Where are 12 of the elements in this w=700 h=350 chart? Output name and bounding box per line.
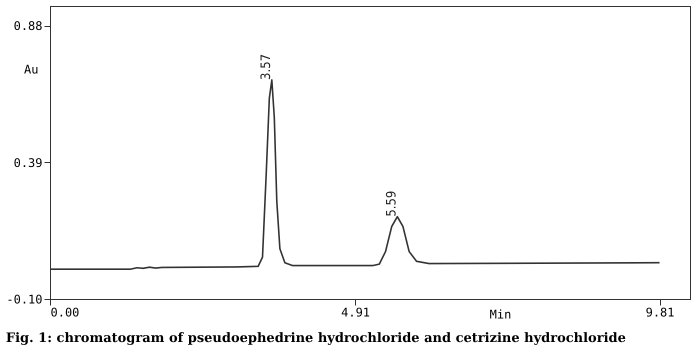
y-axis-title: Au [24,62,38,76]
x-tick-label: 0.00 [50,306,80,320]
x-tick-label: 9.81 [646,306,675,320]
annotation: 3.57 [258,54,274,80]
line-series [49,79,660,270]
x-axis-title: Min [490,308,512,322]
y-tick-label: -0.10 [6,292,42,306]
y-tick-label: 0.88 [14,19,42,34]
x-tick-label: 4.91 [341,306,370,320]
text: Fig. 1: chromatogram of pseudoephedrine hydrochloride and cetrizine hydrochloride [6,331,626,346]
annotation: 5.59 [384,190,400,217]
y-tick-label: 0.39 [14,156,42,170]
